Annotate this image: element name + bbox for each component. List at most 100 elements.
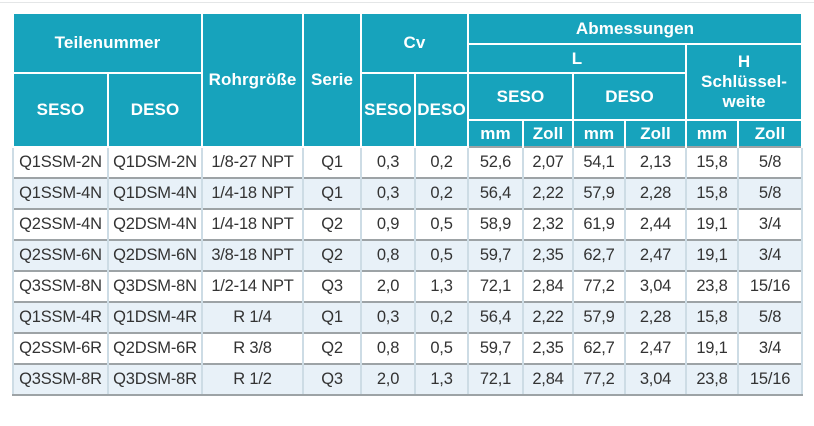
- table-row: Q2SSM-4N Q2DSM-4N 1/4-18 NPT Q2 0,9 0,5 58,9 2,…: [12, 208, 804, 240]
- header-l: L: [467, 43, 687, 74]
- header-h-line3: weite: [722, 92, 766, 111]
- table-cell: 19,1: [685, 208, 739, 240]
- table-cell: 1/4-18 NPT: [201, 208, 304, 240]
- header-cv: Cv: [360, 12, 469, 74]
- table-row: Q1SSM-4N Q1DSM-4N 1/4-18 NPT Q1 0,3 0,2 56,4 2,…: [12, 177, 804, 209]
- table-cell: 0,8: [360, 332, 416, 364]
- table-cell: 77,2: [572, 270, 626, 302]
- table-cell: Q1: [302, 146, 362, 178]
- table-cell: 23,8: [685, 270, 739, 302]
- table-cell: Q1SSM-4N: [12, 177, 109, 209]
- header-l-seso-mm: mm: [467, 119, 524, 147]
- table-cell: Q2SSM-6N: [12, 239, 109, 271]
- table-cell: 52,6: [467, 146, 524, 178]
- table-cell: Q2: [302, 208, 362, 240]
- table-cell: 2,22: [522, 177, 574, 209]
- table-cell: 2,07: [522, 146, 574, 178]
- table-cell: 2,47: [624, 332, 687, 364]
- table-cell: Q3: [302, 363, 362, 396]
- table-cell: 0,2: [414, 146, 469, 178]
- table-cell: 2,32: [522, 208, 574, 240]
- table-cell: Q2: [302, 332, 362, 364]
- table-cell: 1/4-18 NPT: [201, 177, 304, 209]
- table-cell: 2,0: [360, 270, 416, 302]
- header-serie: Serie: [302, 12, 362, 148]
- table-cell: 3/4: [736, 208, 804, 240]
- table-cell: Q2DSM-6R: [107, 332, 203, 364]
- header-h-zoll: Zoll: [736, 119, 804, 147]
- table-cell: 56,4: [467, 301, 524, 333]
- table-cell: 2,35: [522, 332, 574, 364]
- table-cell: 0,2: [414, 177, 469, 209]
- table-cell: Q1SSM-2N: [12, 146, 109, 178]
- table-cell: 23,8: [685, 363, 739, 396]
- table-cell: Q2DSM-6N: [107, 239, 203, 271]
- table-cell: 2,84: [522, 363, 574, 396]
- table-cell: 61,9: [572, 208, 626, 240]
- table-header: Teilenummer Rohrgröße Serie Cv Abmessung…: [12, 12, 804, 148]
- table-cell: 59,7: [467, 239, 524, 271]
- table-cell: 0,9: [360, 208, 416, 240]
- table-cell: 2,84: [522, 270, 574, 302]
- header-l-deso: DESO: [572, 72, 687, 121]
- table-cell: 0,5: [414, 239, 469, 271]
- table-cell: 5/8: [736, 146, 804, 178]
- table-row: Q3SSM-8R Q3DSM-8R R 1/2 Q3 2,0 1,3 72,1 2,84 77,…: [12, 363, 804, 396]
- table-cell: Q1: [302, 177, 362, 209]
- table-cell: 58,9: [467, 208, 524, 240]
- table-cell: 1,3: [414, 270, 469, 302]
- header-teilenummer-seso: SESO: [12, 72, 109, 148]
- table-cell: 77,2: [572, 363, 626, 396]
- table-cell: 0,2: [414, 301, 469, 333]
- table-cell: R 3/8: [201, 332, 304, 364]
- header-teilenummer: Teilenummer: [12, 12, 203, 74]
- table-cell: 0,3: [360, 177, 416, 209]
- table-cell: 19,1: [685, 332, 739, 364]
- specifications-table: Teilenummer Rohrgröße Serie Cv Abmessung…: [12, 12, 804, 396]
- header-h-mm: mm: [685, 119, 739, 147]
- table-cell: 2,28: [624, 301, 687, 333]
- header-h-schluesselweite: H Schlüssel- weite: [684, 43, 804, 121]
- table-cell: Q1SSM-4R: [12, 301, 109, 333]
- table-cell: 15,8: [685, 146, 739, 178]
- table-cell: Q2SSM-6R: [12, 332, 109, 364]
- header-cv-deso: DESO: [414, 72, 469, 148]
- table-cell: Q2: [302, 239, 362, 271]
- table-row: Q1SSM-2N Q1DSM-2N 1/8-27 NPT Q1 0,3 0,2 52,6 2,…: [12, 146, 804, 178]
- table-cell: 72,1: [467, 363, 524, 396]
- table-cell: 1/2-14 NPT: [201, 270, 304, 302]
- table-cell: 15,8: [685, 301, 739, 333]
- table-body: Q1SSM-2N Q1DSM-2N 1/8-27 NPT Q1 0,3 0,2 52,6 2,…: [12, 146, 804, 396]
- header-row-3: SESO DESO SESO DESO SESO DESO: [12, 72, 802, 148]
- table-cell: Q2SSM-4N: [12, 208, 109, 240]
- table-cell: 2,22: [522, 301, 574, 333]
- table-cell: Q2DSM-4N: [107, 208, 203, 240]
- header-row-2: L H Schlüssel- weite: [13, 43, 804, 121]
- table-cell: 19,1: [685, 239, 739, 271]
- header-cv-seso: SESO: [360, 72, 416, 148]
- header-row-4: mm Zoll mm Zoll mm Zoll: [13, 119, 804, 147]
- table-cell: 2,44: [624, 208, 687, 240]
- header-l-seso-zoll: Zoll: [522, 119, 574, 147]
- table-row: Q3SSM-8N Q3DSM-8N 1/2-14 NPT Q3 2,0 1,3 72,1 2,…: [12, 270, 804, 302]
- table-cell: 56,4: [467, 177, 524, 209]
- header-rohrgroesse: Rohrgröße: [201, 12, 304, 148]
- table-cell: Q1: [302, 301, 362, 333]
- table-cell: 3/4: [736, 332, 804, 364]
- header-teilenummer-deso: DESO: [107, 72, 203, 148]
- table-cell: 72,1: [467, 270, 524, 302]
- table-cell: 54,1: [572, 146, 626, 178]
- table-cell: Q3SSM-8R: [12, 363, 109, 396]
- top-rule-divider: [0, 2, 814, 3]
- table-cell: 15/16: [736, 363, 804, 396]
- header-l-deso-mm: mm: [572, 119, 626, 147]
- table-cell: Q3SSM-8N: [12, 270, 109, 302]
- table-cell: Q3: [302, 270, 362, 302]
- table-cell: 3/4: [736, 239, 804, 271]
- table-cell: 2,0: [360, 363, 416, 396]
- table-cell: 2,47: [624, 239, 687, 271]
- table-cell: 57,9: [572, 301, 626, 333]
- table-cell: 15,8: [685, 177, 739, 209]
- table-cell: 0,5: [414, 332, 469, 364]
- table-cell: 2,28: [624, 177, 687, 209]
